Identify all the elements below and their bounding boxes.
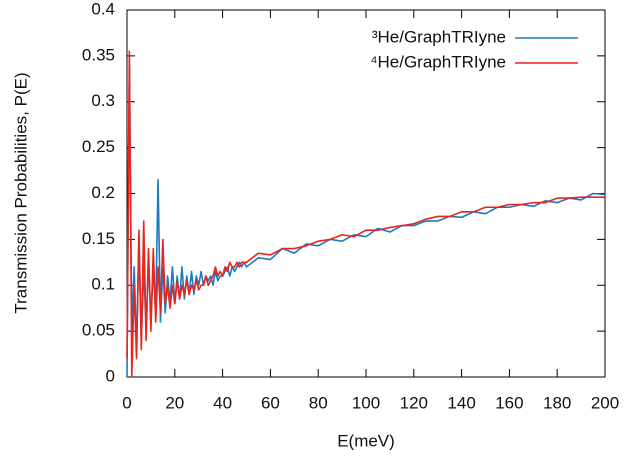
y-tick-label: 0.3 (91, 91, 115, 110)
y-axis-label: Transmission Probabilities, P(E) (11, 72, 30, 313)
legend-label: ⁴He/GraphTRIyne (370, 52, 506, 71)
x-tick-label: 60 (261, 393, 280, 412)
series-line (126, 50, 605, 378)
x-tick-label: 20 (165, 393, 184, 412)
y-tick-label: 0.35 (82, 45, 115, 64)
x-tick-label: 80 (309, 393, 328, 412)
y-tick-label: 0.05 (82, 321, 115, 340)
y-tick-label: 0.15 (82, 229, 115, 248)
x-tick-label: 100 (352, 393, 380, 412)
plot-frame (126, 9, 606, 378)
y-tick-label: 0.4 (91, 0, 115, 18)
y-tick-label: 0.1 (91, 275, 115, 294)
x-tick-label: 40 (213, 393, 232, 412)
y-tick-label: 0.25 (82, 137, 115, 156)
x-tick-label: 0 (122, 393, 131, 412)
x-tick-label: 120 (400, 393, 428, 412)
y-tick-label: 0 (106, 366, 115, 385)
y-tick-label: 0.2 (91, 183, 115, 202)
legend-label: ³He/GraphTRIyne (372, 27, 506, 46)
x-axis-label: E(meV) (337, 431, 395, 450)
series-line (126, 64, 606, 378)
x-tick-label: 200 (591, 393, 619, 412)
x-tick-label: 140 (447, 393, 475, 412)
x-tick-label: 180 (543, 393, 571, 412)
x-tick-label: 160 (495, 393, 523, 412)
